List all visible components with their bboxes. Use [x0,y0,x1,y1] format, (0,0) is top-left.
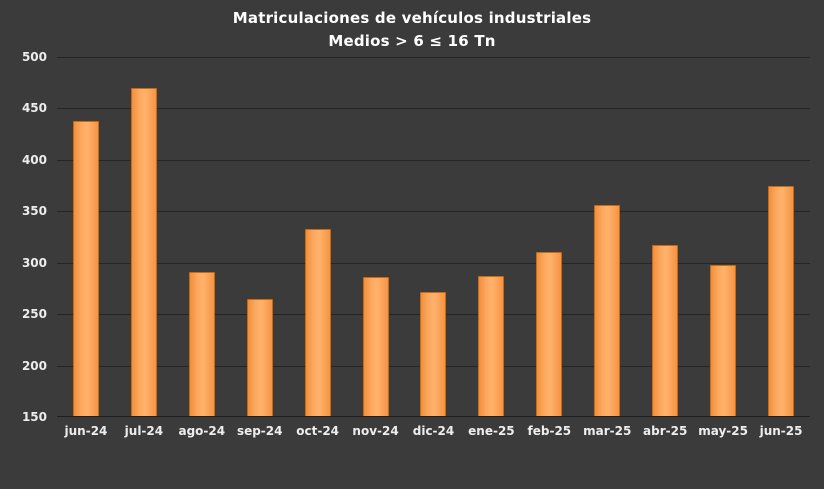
y-tick-label: 300 [21,255,47,270]
x-tick-label: nov-24 [352,424,399,438]
gridline [57,57,810,58]
bar-cell [752,57,810,417]
gridline [57,108,810,110]
bar-jun-25 [768,185,795,417]
bar-cell [578,57,636,417]
y-tick-label: 250 [21,307,47,322]
y-tick-label: 450 [21,101,47,116]
bar-oct-24 [304,228,331,417]
x-tick-label: mar-25 [583,424,632,438]
bar-sep-24 [246,298,273,417]
bar-cell [289,57,347,417]
gridline [57,262,810,264]
y-tick-label: 200 [21,358,47,373]
x-tick-label: abr-25 [643,424,688,438]
bars-row [57,57,810,417]
bar-ene-25 [478,276,505,417]
chart-title-line1: Matriculaciones de vehículos industriale… [232,9,592,27]
gridline [57,159,810,161]
y-tick-label: 350 [21,204,47,219]
x-tick-label: sep-24 [236,424,283,438]
x-tick-label: may-25 [698,424,748,438]
x-tick-label: oct-24 [296,424,340,438]
bar-cell [115,57,173,417]
bar-abr-25 [652,245,679,417]
y-axis: 500 450 400 350 300 250 200 150 [0,50,47,424]
bar-cell [694,57,752,417]
bar-nov-24 [362,277,389,417]
x-axis: jun-24 jul-24 ago-24 sep-24 oct-24 nov-24 dic-… [57,424,810,438]
gridline [57,211,810,213]
bar-cell [57,57,115,417]
x-tick-label: ago-24 [178,424,226,438]
y-tick-label: 500 [21,50,47,64]
x-tick-label: jul-24 [124,424,164,438]
bar-cell [462,57,520,417]
y-tick-label: 400 [21,152,47,167]
x-tick-label: ene-25 [468,424,515,438]
x-tick-label: feb-25 [527,424,572,438]
x-tick-label: jun-24 [64,424,108,438]
bar-cell [520,57,578,417]
bar-mar-25 [594,205,621,417]
x-axis-line [57,416,810,417]
bar-cell [636,57,694,417]
y-tick-label: 150 [21,410,47,424]
bar-cell [173,57,231,417]
chart-title-line2: Medios > 6 ≤ 16 Tn [328,32,496,50]
chart-title: Matriculaciones de vehículos industriale… [0,7,824,53]
bar-cell [347,57,405,417]
bar-dic-24 [420,291,447,417]
x-tick-label: dic-24 [412,424,455,438]
plot-area [57,57,810,417]
bar-may-25 [710,264,737,417]
bar-jun-24 [72,120,99,417]
bar-feb-25 [536,252,563,417]
bar-cell [231,57,289,417]
bar-cell [405,57,463,417]
bar-jul-24 [130,87,157,417]
bar-ago-24 [188,271,215,417]
x-tick-label: jun-25 [759,424,803,438]
